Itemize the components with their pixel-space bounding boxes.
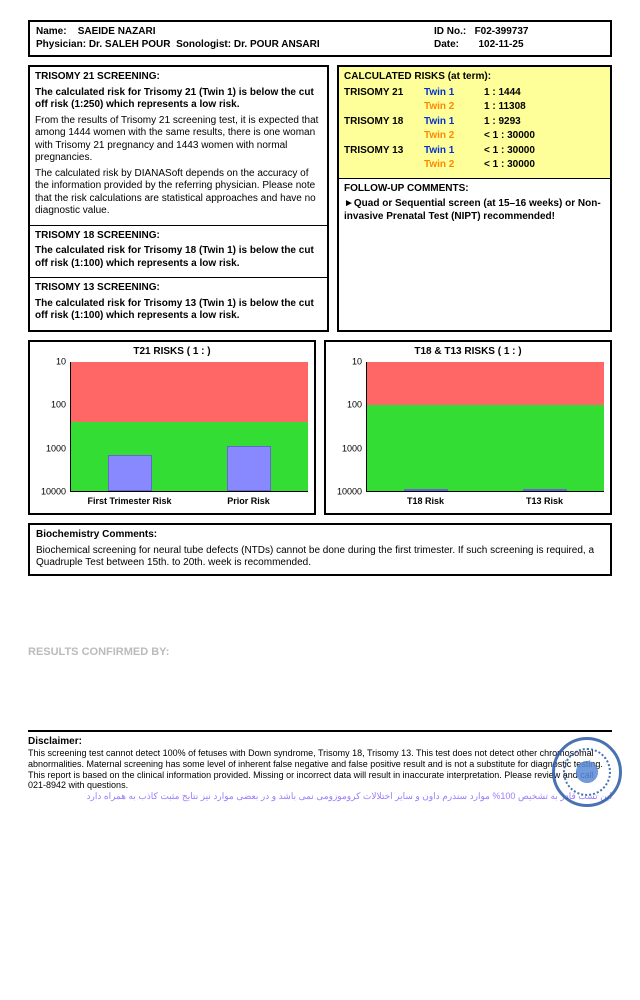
risk-row: TRISOMY 13Twin 1< 1 : 30000 [344, 145, 605, 158]
date-value: 102-11-25 [478, 39, 523, 50]
follow-text: ►Quad or Sequential screen (at 15–16 wee… [344, 198, 601, 222]
patient-header: Name: SAEIDE NAZARI ID No.: F02-399737 P… [28, 20, 612, 57]
chart-bar [523, 489, 567, 491]
chart1-title: T21 RISKS ( 1 : ) [36, 346, 308, 359]
chart-t18-t13: T18 & T13 RISKS ( 1 : ) 10100100010000 T… [324, 340, 612, 516]
disclaimer-text: This screening test cannot detect 100% o… [28, 748, 612, 791]
t21-p1: From the results of Trisomy 21 screening… [35, 115, 322, 165]
id-label: ID No.: [434, 26, 466, 37]
chart-bar [108, 455, 152, 491]
risk-row: Twin 21 : 11308 [344, 101, 605, 114]
risk-row: Twin 2< 1 : 30000 [344, 159, 605, 172]
name-value: SAEIDE NAZARI [78, 26, 156, 37]
disclaimer-box: Disclaimer: This screening test cannot d… [28, 730, 612, 802]
t21-summary: The calculated risk for Trisomy 21 (Twin… [35, 87, 314, 111]
risk-panel: CALCULATED RISKS (at term): TRISOMY 21Tw… [337, 65, 612, 332]
disclaimer-title: Disclaimer: [28, 736, 612, 749]
phys-value: Dr. SALEH POUR [89, 39, 171, 50]
t21-p2: The calculated risk by DIANASoft depends… [35, 168, 322, 218]
name-label: Name: [36, 26, 67, 37]
id-value: F02-399737 [475, 26, 529, 37]
phys-label: Physician: [36, 39, 86, 50]
results-confirmed-by: RESULTS CONFIRMED BY: [28, 646, 612, 660]
disclaimer-farsi: این تست قادر به تشخیص 100% موارد سندرم د… [28, 791, 612, 802]
sono-label: Sonologist: [176, 39, 231, 50]
t18-summary: The calculated risk for Trisomy 18 (Twin… [35, 245, 314, 269]
calc-title: CALCULATED RISKS (at term): [344, 71, 605, 84]
seal-stamp-icon [552, 737, 622, 807]
sono-value: Dr. POUR ANSARI [234, 39, 320, 50]
chart-bar [404, 489, 448, 491]
chart-bar [227, 446, 271, 491]
follow-title: FOLLOW-UP COMMENTS: [344, 183, 605, 196]
t13-title: TRISOMY 13 SCREENING: [35, 282, 322, 295]
biochemistry-box: Biochemistry Comments: Biochemical scree… [28, 523, 612, 576]
t21-title: TRISOMY 21 SCREENING: [35, 71, 322, 84]
bio-text: Biochemical screening for neural tube de… [36, 545, 604, 570]
screening-panel: TRISOMY 21 SCREENING: The calculated ris… [28, 65, 329, 332]
chart-t21: T21 RISKS ( 1 : ) 10100100010000 First T… [28, 340, 316, 516]
risk-row: TRISOMY 21Twin 11 : 1444 [344, 87, 605, 100]
t18-title: TRISOMY 18 SCREENING: [35, 230, 322, 243]
date-label: Date: [434, 39, 459, 50]
chart2-title: T18 & T13 RISKS ( 1 : ) [332, 346, 604, 359]
bio-title: Biochemistry Comments: [36, 529, 604, 542]
t13-summary: The calculated risk for Trisomy 13 (Twin… [35, 298, 314, 322]
risk-row: Twin 2< 1 : 30000 [344, 130, 605, 143]
risk-row: TRISOMY 18Twin 11 : 9293 [344, 116, 605, 129]
